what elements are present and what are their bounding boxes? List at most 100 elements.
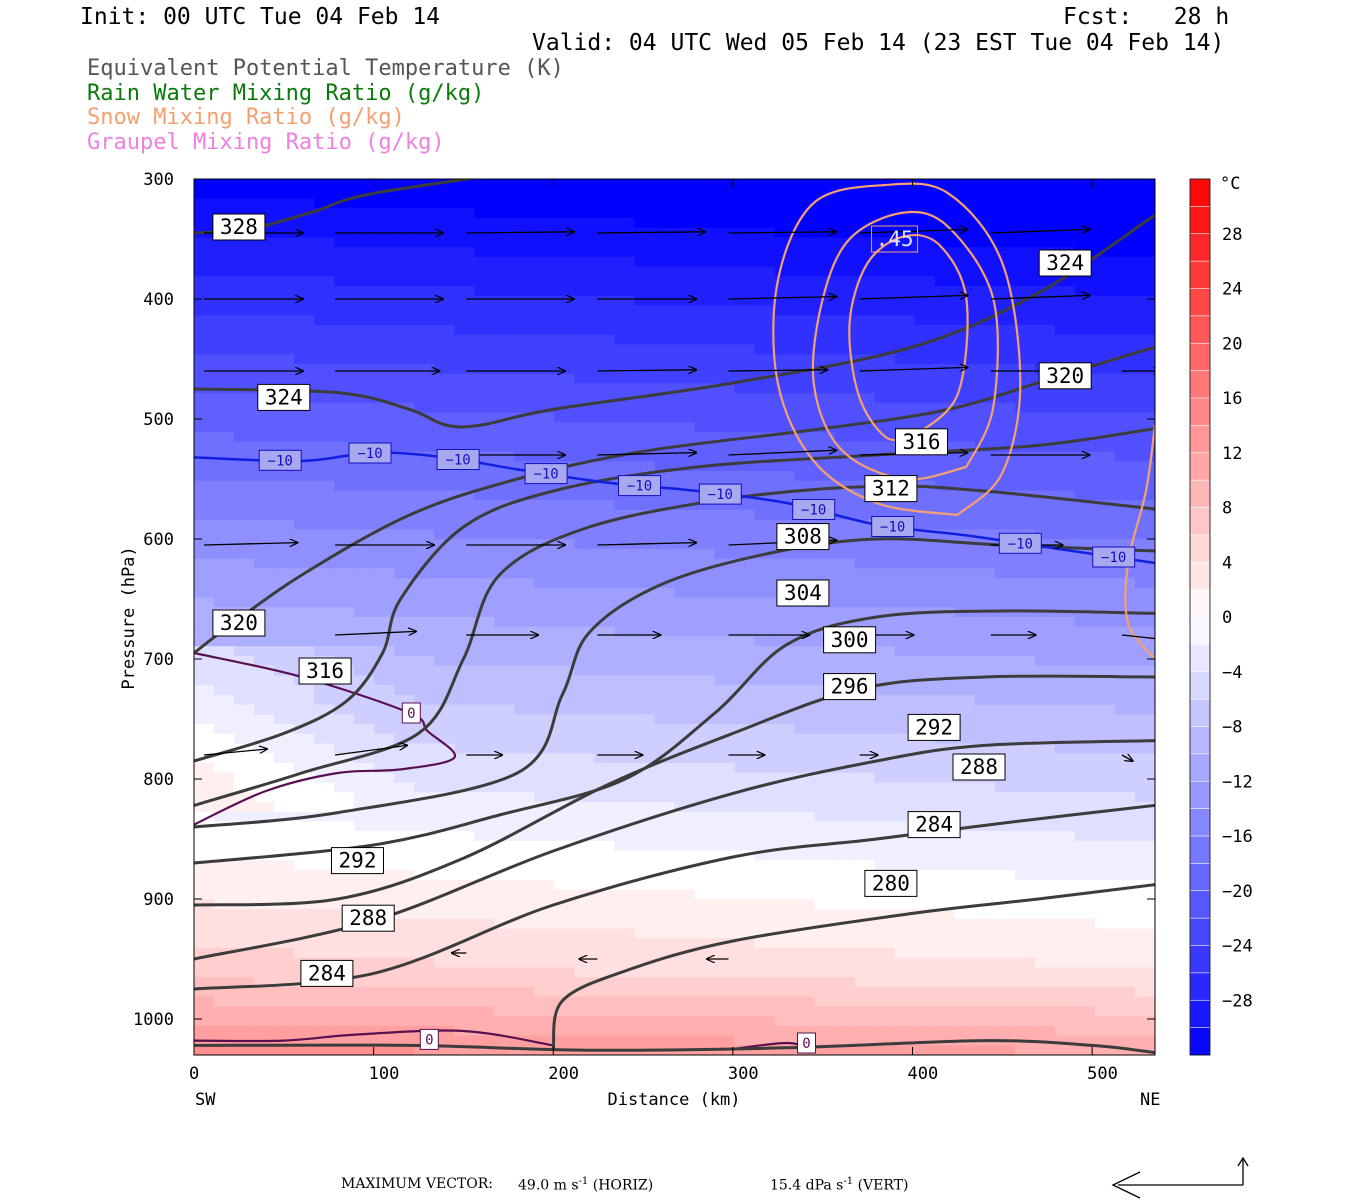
temperature-cell <box>634 772 656 783</box>
temperature-cell <box>1034 636 1056 647</box>
temperature-cell <box>354 636 375 647</box>
temperature-cell <box>854 938 876 949</box>
temperature-cell <box>314 831 335 842</box>
temperature-cell <box>914 227 936 238</box>
temperature-cell <box>1014 471 1036 482</box>
temperature-cell <box>654 655 676 667</box>
temperature-cell <box>554 733 575 745</box>
temperature-cell <box>594 393 615 404</box>
temperature-cell <box>874 266 896 277</box>
temperature-cell <box>494 860 515 871</box>
temperature-cell <box>274 217 295 229</box>
temperature-cell <box>914 918 936 929</box>
temperature-cell <box>594 1006 615 1017</box>
temperature-cell <box>1014 860 1036 871</box>
temperature-cell <box>474 500 495 511</box>
temperature-cell <box>834 519 856 530</box>
temperature-cell <box>494 295 515 307</box>
temperature-cell <box>954 986 976 998</box>
temperature-cell <box>974 617 996 628</box>
temperature-cell <box>714 315 736 326</box>
temperature-cell <box>254 548 275 560</box>
temperature-cell <box>334 1045 355 1055</box>
temperature-cell <box>454 383 475 394</box>
temperature-cell <box>754 500 776 511</box>
temperature-cell <box>414 665 435 676</box>
temperature-cell <box>1074 412 1096 423</box>
temperature-cell <box>314 432 335 443</box>
y-axis-label: Pressure (hPa) <box>119 546 139 689</box>
temperature-cell <box>1135 967 1155 978</box>
temperature-cell <box>934 909 956 920</box>
temperature-cell <box>334 363 355 375</box>
temperature-cell <box>994 938 1016 949</box>
temperature-cell <box>854 529 876 540</box>
temperature-cell <box>774 772 796 783</box>
temperature-cell <box>354 1035 375 1046</box>
temperature-cell <box>1094 578 1116 589</box>
temperature-cell <box>954 237 976 248</box>
temperature-cell <box>574 519 595 530</box>
temperature-cell <box>994 850 1016 861</box>
temperature-cell <box>894 665 916 676</box>
temperature-cell <box>854 422 876 433</box>
temperature-cell <box>1034 480 1056 491</box>
temperature-cell <box>914 393 936 404</box>
temperature-cell <box>954 792 976 803</box>
colorbar-tick-label: 28 <box>1222 225 1242 245</box>
temperature-cell <box>1094 266 1116 277</box>
temperature-cell <box>994 480 1016 491</box>
temperature-cell <box>1014 354 1036 365</box>
temperature-cell <box>1014 412 1036 423</box>
temperature-cell <box>234 568 255 579</box>
temperature-cell <box>894 548 916 560</box>
temperature-cell <box>974 227 996 238</box>
temperature-cell <box>874 646 896 657</box>
temperature-cell <box>594 947 615 959</box>
temperature-cell <box>394 879 415 891</box>
temperature-cell <box>354 558 375 569</box>
temperature-cell <box>914 996 936 1007</box>
temperature-cell <box>874 733 896 745</box>
temperature-cell <box>1094 500 1116 511</box>
temperature-cell <box>954 188 976 199</box>
temperature-cell <box>634 733 656 745</box>
temperature-cell <box>774 179 796 190</box>
temperature-cell <box>874 1035 896 1046</box>
temperature-cell <box>1115 276 1136 287</box>
temperature-cell <box>794 179 816 190</box>
temperature-cell <box>214 325 235 336</box>
temperature-cell <box>514 607 535 618</box>
temperature-cell <box>474 305 495 316</box>
temperature-cell <box>514 704 535 715</box>
temperature-cell <box>654 977 676 988</box>
temperature-cell <box>974 451 996 462</box>
temperature-cell <box>394 568 415 579</box>
temperature-cell <box>854 977 876 988</box>
temperature-cell <box>994 821 1016 832</box>
temperature-cell <box>994 899 1016 910</box>
temperature-cell <box>934 1016 956 1027</box>
temperature-cell <box>854 753 876 764</box>
temperature-cell <box>854 188 876 199</box>
temperature-cell <box>234 587 255 599</box>
temperature-cell <box>494 811 515 822</box>
temperature-cell <box>214 500 235 511</box>
temperature-cell <box>334 772 355 783</box>
temperature-cell <box>374 957 395 968</box>
temperature-cell <box>734 665 756 676</box>
temperature-cell <box>1054 519 1076 530</box>
temperature-cell <box>194 957 215 968</box>
temperature-cell <box>954 879 976 891</box>
temperature-cell <box>234 733 255 745</box>
temperature-cell <box>574 597 595 608</box>
temperature-cell <box>1115 704 1136 715</box>
temperature-cell <box>454 996 475 1007</box>
temperature-cell <box>934 685 956 696</box>
temperature-cell <box>494 1016 515 1027</box>
temperature-cell <box>374 1016 395 1027</box>
temperature-cell <box>994 315 1016 326</box>
temperature-cell <box>554 636 575 647</box>
temperature-cell <box>294 587 315 599</box>
temperature-cell <box>634 831 656 842</box>
